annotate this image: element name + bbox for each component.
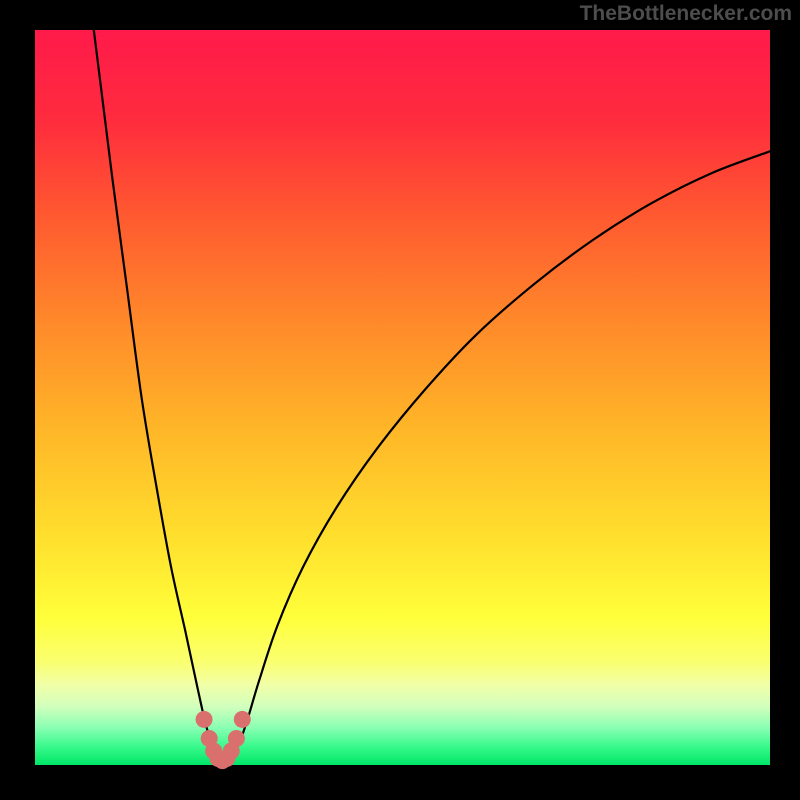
bottleneck-chart — [0, 0, 800, 800]
marker-point — [234, 711, 251, 728]
plot-gradient — [35, 30, 770, 765]
marker-point — [196, 711, 213, 728]
chart-container: TheBottlenecker.com — [0, 0, 800, 800]
marker-point — [228, 730, 245, 747]
watermark-text: TheBottlenecker.com — [580, 2, 792, 26]
